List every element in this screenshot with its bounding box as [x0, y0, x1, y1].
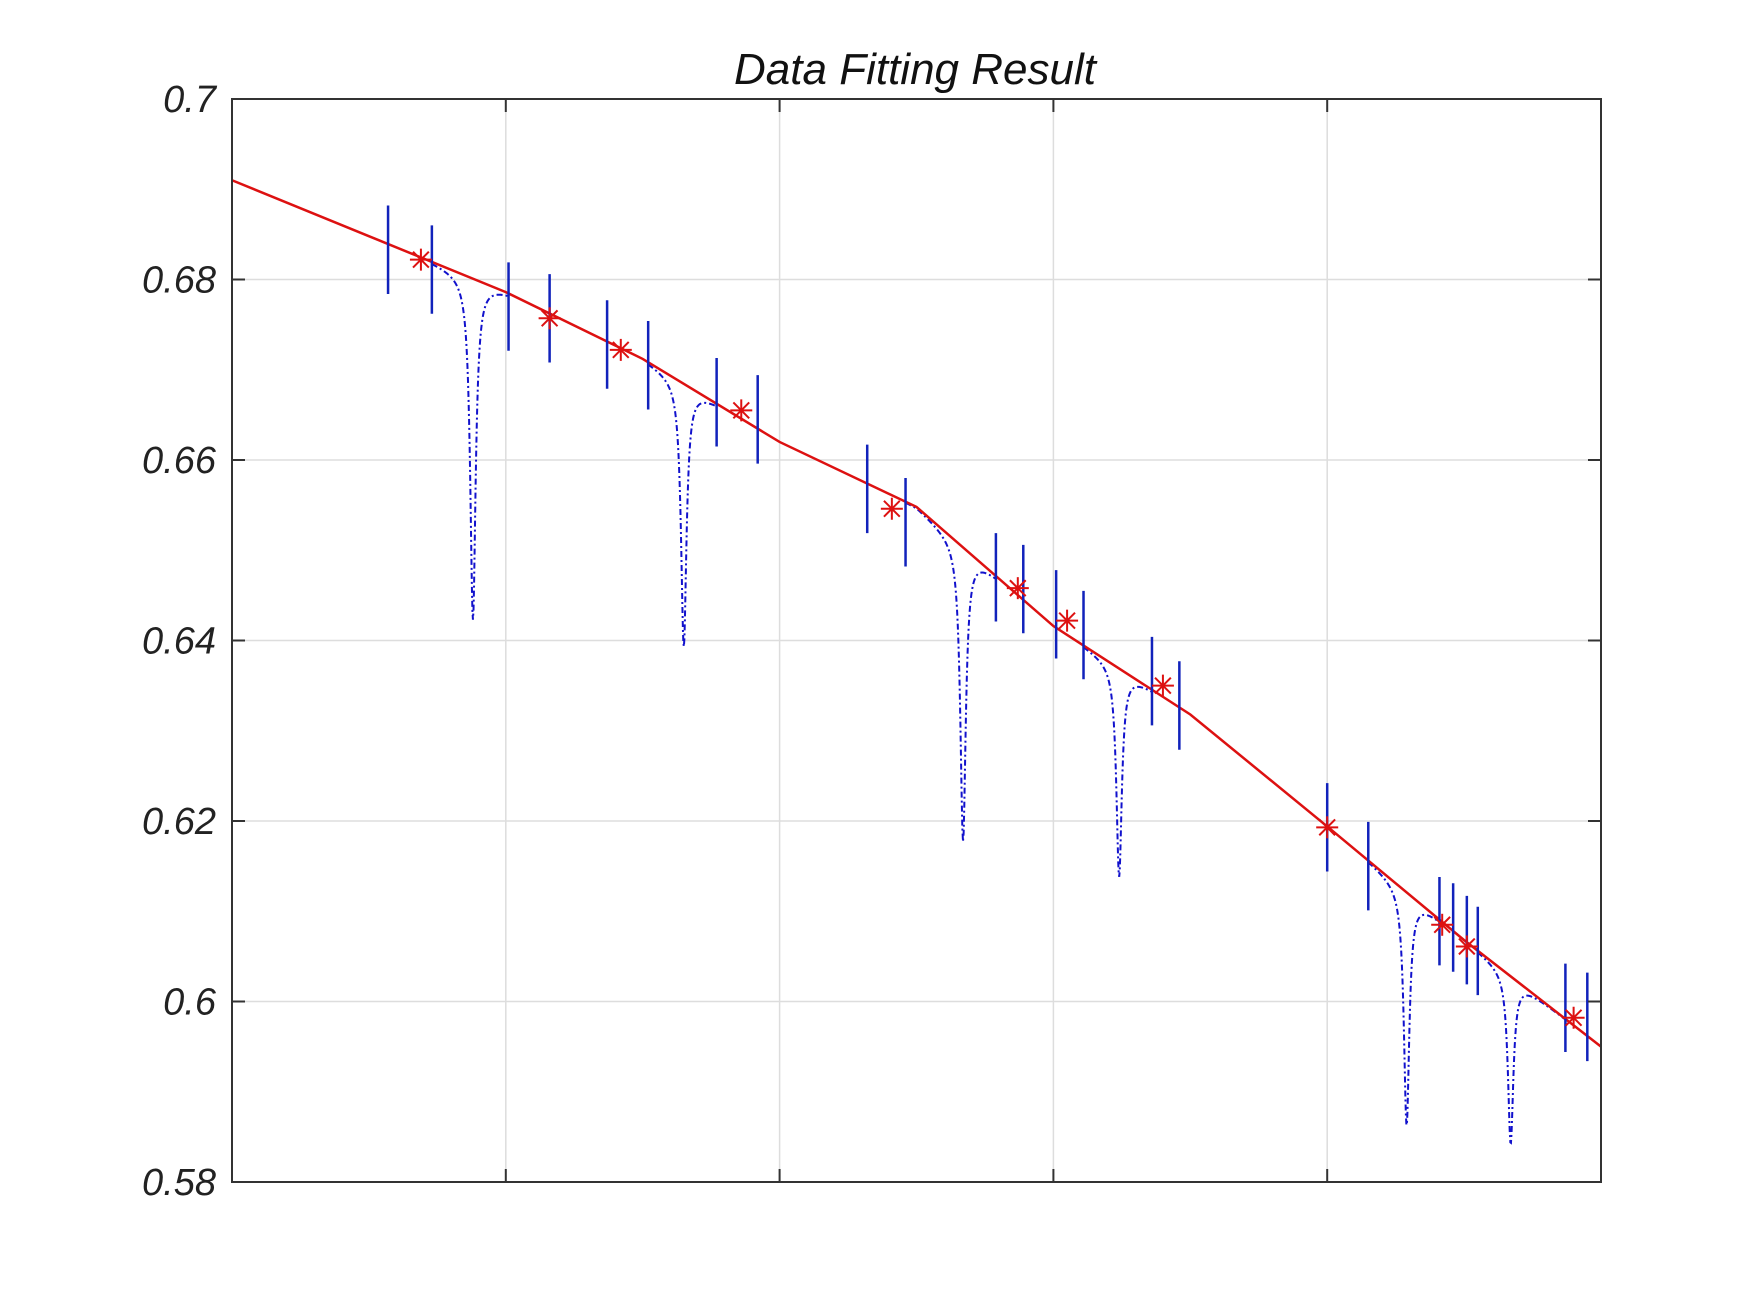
data-point-6 — [1056, 609, 1079, 632]
data-point-1 — [538, 307, 561, 330]
data-markers — [409, 248, 1585, 1029]
y-tick-label-2: 0.62 — [142, 801, 216, 843]
data-point-2 — [609, 338, 632, 361]
y-tick-label-0: 0.58 — [142, 1162, 216, 1204]
dip-curve-1 — [647, 363, 718, 647]
y-tick-label-6: 0.7 — [163, 79, 218, 121]
data-point-4 — [880, 497, 903, 520]
data-point-0 — [409, 248, 432, 271]
dip-curve-2 — [905, 501, 997, 842]
data-point-10 — [1455, 935, 1478, 958]
data-point-5 — [1006, 577, 1029, 600]
y-tick-label-1: 0.6 — [163, 982, 217, 1024]
data-point-11 — [1562, 1006, 1585, 1029]
error-bars — [386, 205, 1589, 1062]
y-tick-label-5: 0.68 — [142, 260, 216, 302]
y-tick-label-4: 0.66 — [142, 440, 217, 482]
axes — [231, 98, 1602, 1183]
y-tick-label-3: 0.64 — [142, 621, 216, 663]
dip-curve-0 — [431, 263, 509, 620]
data-point-9 — [1431, 913, 1454, 936]
chart-title: Data Fitting Result — [734, 45, 1098, 94]
fit-line-layer — [231, 179, 1602, 1048]
data-point-8 — [1316, 816, 1339, 839]
grid — [232, 99, 1601, 1182]
dip-curve-3 — [1082, 646, 1153, 877]
tick-labels: 0.58 0.6 0.62 0.64 0.66 0.68 0.7 — [142, 79, 218, 1204]
data-point-3 — [730, 399, 753, 422]
dip-curve-4 — [1367, 861, 1441, 1129]
data-point-7 — [1151, 674, 1174, 697]
fit-line — [231, 179, 1602, 1048]
